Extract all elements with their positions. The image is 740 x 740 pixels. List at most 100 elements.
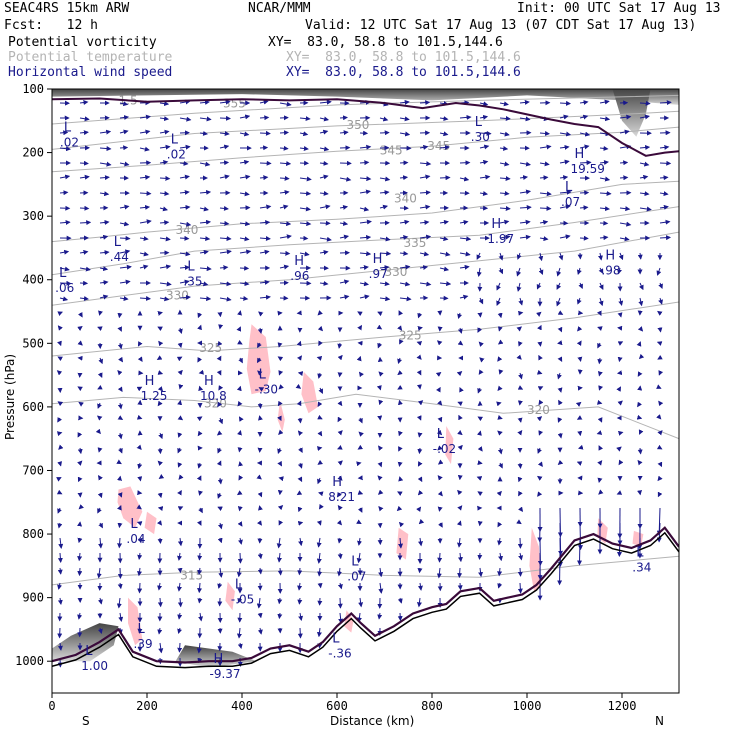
theta-contour-label: 340 [176, 223, 199, 237]
wind-vector [539, 161, 550, 167]
wind-vector [519, 99, 530, 105]
wind-vector [477, 416, 484, 422]
wind-vector [538, 354, 543, 361]
wind-vector [297, 417, 303, 424]
wind-vector [277, 415, 282, 422]
wind-vector [257, 612, 263, 619]
wind-vector [196, 520, 202, 526]
wind-vector [319, 281, 329, 286]
wind-vector [119, 204, 130, 210]
wind-vector [657, 327, 663, 333]
wind-vector [119, 145, 129, 151]
theta-contour-label: 320 [527, 403, 550, 417]
wind-vector [197, 324, 202, 331]
wind-vector [199, 236, 211, 242]
wind-vector [337, 354, 343, 361]
wind-vector [457, 582, 463, 591]
extremum-value: -.02 [433, 442, 456, 456]
wind-vector [557, 356, 563, 362]
wind-vector [599, 116, 611, 122]
wind-vector [139, 295, 152, 301]
wind-vector [556, 297, 561, 307]
wind-vector [179, 144, 191, 150]
x-tick-label: 600 [326, 699, 348, 713]
wind-vector [518, 372, 523, 380]
wind-vector [358, 597, 364, 608]
wind-vector [559, 131, 572, 137]
wind-vector [499, 101, 509, 107]
wind-vector [159, 175, 171, 181]
wind-vector [459, 236, 472, 242]
wind-vector [317, 459, 323, 465]
wind-vector [637, 371, 643, 377]
wind-vector [496, 490, 502, 497]
wind-vector [437, 475, 443, 481]
wind-vector [277, 552, 282, 563]
wind-vector [659, 235, 672, 241]
wind-vector [517, 476, 523, 483]
wind-vector [157, 326, 163, 332]
wind-vector [399, 264, 411, 270]
wind-vector [556, 282, 562, 290]
wind-vector [536, 282, 542, 290]
wind-vector [179, 174, 190, 180]
wind-vector [539, 219, 549, 225]
wind-vector [297, 520, 304, 526]
high-marker: H [214, 652, 224, 667]
wind-vector [157, 492, 163, 499]
wind-vector [257, 327, 263, 334]
low-marker: L [114, 235, 122, 250]
wind-vector [339, 176, 352, 182]
wind-vector [419, 281, 432, 287]
wind-vector [159, 264, 172, 270]
wind-vector [599, 176, 611, 182]
wind-vector [317, 325, 324, 332]
wind-vector [575, 401, 582, 407]
y-tick-label: 600 [22, 400, 44, 414]
wind-vector [118, 612, 124, 622]
wind-vector [319, 116, 330, 122]
wind-vector [239, 114, 251, 120]
wind-vector [139, 219, 152, 225]
wind-vector [199, 130, 209, 136]
wind-vector [198, 612, 204, 622]
wind-vector [497, 567, 503, 577]
wind-vector [319, 146, 330, 152]
wind-vector [519, 205, 532, 210]
wind-vector [397, 370, 403, 376]
wind-vector [297, 567, 303, 576]
wind-vector [597, 460, 603, 466]
wind-vector [439, 116, 449, 122]
south-label: S [82, 714, 90, 728]
high-marker: H [332, 475, 342, 490]
wind-vector [98, 475, 103, 481]
wind-vector [339, 294, 350, 300]
wind-vector [476, 476, 483, 481]
theta-contour-335 [52, 206, 679, 276]
wind-vector [197, 597, 203, 604]
wind-vector [59, 146, 71, 152]
wind-vector [337, 537, 343, 544]
wind-vector [457, 340, 464, 346]
wind-vector [559, 175, 569, 181]
extremum-value: -.36 [328, 646, 351, 660]
wind-vector [359, 281, 370, 287]
wind-vector [278, 429, 284, 435]
wind-vector [419, 100, 431, 106]
wind-vector [279, 161, 292, 166]
wind-vector [79, 249, 89, 255]
wind-vector [259, 175, 269, 181]
wind-vector [637, 252, 643, 260]
wind-vector [117, 312, 123, 319]
wind-vector [316, 552, 322, 564]
wind-vector [119, 221, 130, 227]
wind-vector [478, 297, 484, 305]
wind-vector [259, 249, 270, 255]
wind-vector [379, 190, 390, 196]
wind-vector [539, 144, 552, 150]
wind-vector [359, 189, 372, 195]
wind-vector [139, 264, 149, 270]
wind-vector [219, 236, 232, 242]
wind-vector [199, 219, 212, 225]
legend-theta-name: Potential temperature [8, 50, 173, 65]
